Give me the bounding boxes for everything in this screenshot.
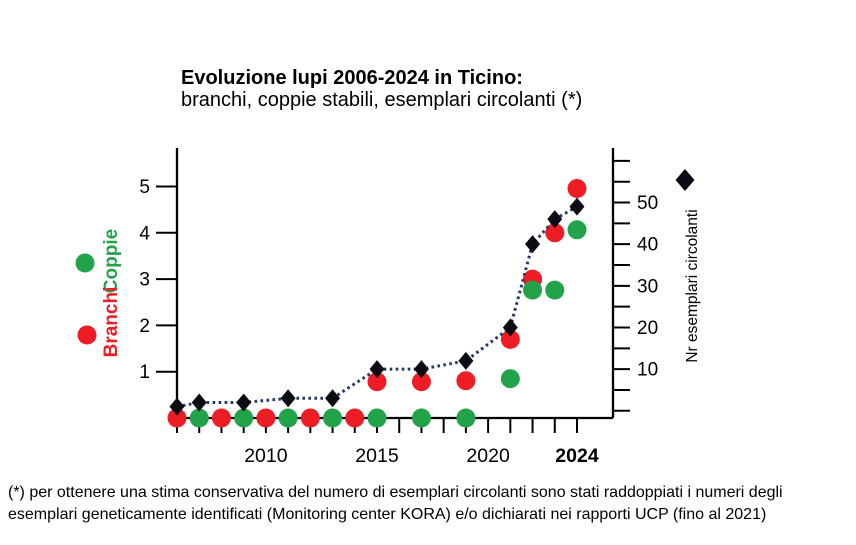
esemplari-point-2022 [525, 235, 541, 254]
esemplari-point-2011 [280, 389, 296, 408]
legend-coppie-label: Coppie [101, 229, 122, 293]
legend-branchi-label: Branchi [101, 287, 122, 358]
esemplari-point-2006 [169, 397, 185, 416]
legend-coppie-dot-icon [75, 253, 95, 273]
coppie-point-2007 [189, 408, 209, 428]
branchi-point-2014 [345, 408, 365, 428]
branchi-point-2008 [211, 408, 231, 428]
esemplari-point-2024 [569, 197, 585, 216]
diamond-markers [169, 197, 585, 416]
esemplari-point-2009 [236, 393, 252, 412]
right-axis-tick-label: 30 [637, 276, 658, 297]
right-axis-tick-label: 20 [637, 318, 658, 339]
chart-title-line2: branchi, coppie stabili, esemplari circo… [181, 89, 583, 111]
left-axis-tick-label: 1 [139, 362, 150, 383]
branchi-point-2017 [411, 372, 431, 392]
chart-title-line1: Evoluzione lupi 2006-2024 in Ticino: [181, 67, 523, 89]
x-axis-label-2020: 2020 [466, 445, 510, 467]
branchi-point-2019 [456, 371, 476, 391]
branchi-point-2015 [367, 372, 387, 392]
coppie-point-2019 [456, 408, 476, 428]
branchi-point-2012 [300, 408, 320, 428]
coppie-point-2013 [323, 408, 343, 428]
coppie-point-2015 [367, 408, 387, 428]
right-axis-title: Nr esemplari circolanti [684, 209, 701, 362]
left-axis-tick-label: 5 [139, 177, 150, 198]
legend-diamond-icon [675, 169, 695, 191]
left-axis-tick-label: 3 [139, 270, 150, 291]
coppie-point-2023 [545, 280, 565, 300]
branchi-point-2006 [167, 408, 187, 428]
coppie-point-2024 [567, 220, 587, 240]
coppie-point-2022 [523, 280, 543, 300]
esemplari-point-2015 [369, 360, 385, 379]
chart-footnote: (*) per ottenere una stima conservativa … [8, 482, 783, 525]
branchi-point-2010 [256, 408, 276, 428]
x-axis-label-2010: 2010 [244, 445, 288, 467]
footnote-line2: esemplari geneticamente identificati (Mo… [8, 505, 767, 523]
legend-branchi-dot-icon [77, 325, 97, 345]
coppie-point-2021 [500, 369, 520, 389]
branchi-point-2021 [500, 329, 520, 349]
x-axis-label-2015: 2015 [355, 445, 399, 467]
esemplari-point-2023 [547, 210, 563, 229]
branchi-point-2024 [567, 179, 587, 198]
right-axis-tick-label: 10 [637, 360, 658, 381]
coppie-point-2009 [234, 408, 254, 428]
branchi-point-2023 [545, 223, 565, 243]
footnote-line1: (*) per ottenere una stima conservativa … [8, 484, 783, 501]
circle-markers [167, 179, 587, 428]
x-axis-label-2024: 2024 [555, 445, 599, 467]
esemplari-point-2021 [502, 318, 518, 337]
esemplari-point-2007 [191, 393, 207, 412]
esemplari-point-2013 [325, 389, 341, 408]
coppie-point-2017 [411, 408, 431, 428]
right-axis-tick-label: 50 [637, 193, 658, 214]
esemplari-point-2017 [413, 360, 429, 379]
left-axis-tick-label: 2 [139, 316, 150, 337]
esemplari-point-2019 [458, 351, 474, 370]
right-axis-tick-label: 40 [637, 235, 658, 256]
left-axis-tick-label: 4 [139, 223, 150, 244]
coppie-point-2011 [278, 408, 298, 428]
chart-title: Evoluzione lupi 2006-2024 in Ticino: bra… [181, 67, 582, 111]
